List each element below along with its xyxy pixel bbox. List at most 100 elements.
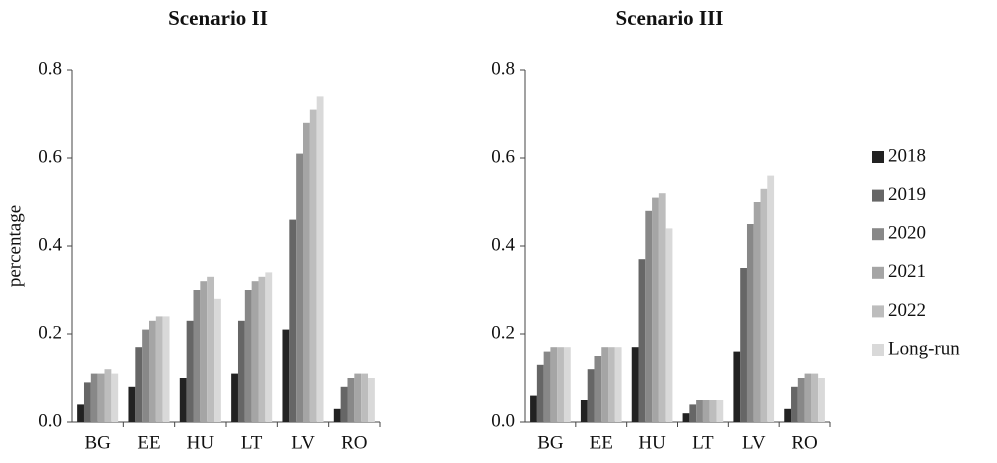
bar	[784, 408, 792, 422]
x-tick-label: RO	[341, 432, 367, 453]
bar	[244, 290, 252, 422]
legend-label: 2018	[888, 145, 926, 166]
x-tick-label: LV	[291, 432, 315, 453]
bar	[760, 188, 768, 422]
bar	[282, 329, 290, 422]
bar	[557, 347, 564, 422]
bar	[340, 386, 348, 422]
legend-label: Long-run	[888, 338, 960, 359]
bar	[135, 347, 143, 422]
y-axis-label: percentage	[4, 205, 25, 287]
bar	[594, 356, 602, 422]
y-tick-label: 0.2	[38, 322, 62, 343]
legend-label: 2021	[888, 261, 926, 282]
bar	[258, 276, 266, 422]
legend-swatch	[872, 228, 884, 241]
bar	[368, 378, 375, 422]
bar	[587, 369, 595, 422]
chart-title: Scenario III	[616, 6, 724, 30]
x-tick-label: EE	[137, 432, 160, 453]
bar	[296, 153, 303, 422]
bar	[207, 276, 215, 422]
bar	[811, 373, 819, 422]
legend-label: 2020	[888, 223, 926, 244]
bar	[631, 347, 639, 422]
x-tick-label: HU	[187, 432, 215, 453]
bar	[111, 373, 119, 422]
x-tick-label: BG	[537, 432, 564, 453]
bar	[652, 197, 659, 422]
y-tick-label: 0.4	[38, 234, 62, 255]
bar	[818, 378, 825, 422]
bar	[179, 378, 187, 422]
y-tick-label: 0.8	[491, 58, 515, 79]
bar	[162, 316, 170, 422]
bar	[265, 272, 273, 422]
legend-label: 2022	[888, 300, 926, 321]
bar	[580, 400, 588, 422]
bar	[316, 96, 324, 423]
x-tick-label: EE	[590, 432, 613, 453]
bar	[797, 378, 805, 422]
bar	[309, 109, 317, 422]
bar	[645, 210, 653, 422]
x-tick-label: LT	[692, 432, 714, 453]
bar	[658, 193, 666, 422]
bar	[214, 298, 221, 422]
y-tick-label: 0.2	[491, 322, 515, 343]
y-tick-label: 0.6	[38, 146, 62, 167]
bar	[536, 364, 544, 422]
bar	[689, 404, 697, 422]
bar	[608, 347, 615, 422]
legend-swatch	[872, 151, 884, 163]
bar	[696, 400, 703, 422]
bar	[251, 281, 259, 422]
bar	[550, 347, 558, 422]
bar	[530, 395, 537, 422]
legend-label: 2019	[888, 184, 926, 205]
bar	[333, 408, 341, 422]
bar	[354, 373, 362, 422]
y-tick-label: 0.4	[491, 234, 515, 255]
bar	[231, 373, 238, 422]
x-tick-label: HU	[638, 432, 666, 453]
bar	[614, 347, 622, 422]
bar	[237, 320, 245, 422]
y-tick-label: 0.0	[491, 410, 515, 431]
y-tick-label: 0.8	[38, 58, 62, 79]
x-tick-label: LT	[241, 432, 263, 453]
bar	[77, 404, 84, 422]
legend-swatch	[872, 189, 884, 202]
bar	[142, 329, 149, 422]
bar	[361, 373, 369, 422]
bar	[563, 347, 571, 422]
bar	[746, 224, 754, 422]
legend-swatch	[872, 344, 884, 356]
legend-swatch	[872, 266, 884, 279]
bar	[83, 382, 91, 422]
bar	[149, 320, 156, 422]
bar	[716, 400, 724, 422]
bar	[702, 400, 710, 422]
bar	[200, 281, 208, 422]
bar	[186, 320, 194, 422]
bar	[543, 351, 551, 422]
chart-title: Scenario II	[168, 6, 268, 30]
x-tick-label: LV	[742, 432, 766, 453]
bar	[767, 175, 775, 422]
bar	[601, 347, 609, 422]
bar	[665, 228, 673, 422]
bar	[791, 386, 798, 422]
bar	[682, 413, 690, 422]
bar	[193, 290, 201, 422]
bar	[740, 268, 747, 422]
bar	[97, 373, 105, 422]
x-tick-label: RO	[791, 432, 817, 453]
bar	[289, 219, 297, 422]
legend-swatch	[872, 305, 884, 318]
bar	[155, 316, 163, 422]
y-tick-label: 0.0	[38, 410, 62, 431]
bar	[709, 400, 717, 422]
bar	[90, 373, 98, 422]
bar	[128, 386, 136, 422]
